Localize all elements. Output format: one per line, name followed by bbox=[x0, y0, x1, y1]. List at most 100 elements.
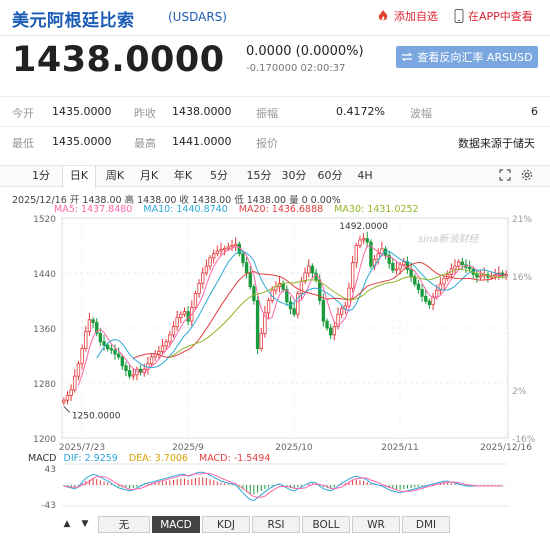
tab-5min[interactable]: 5分 bbox=[210, 169, 228, 182]
reverse-rate-button[interactable]: 查看反向汇率 ARSUSD bbox=[396, 46, 538, 68]
candle-body bbox=[398, 264, 402, 270]
candle-body bbox=[255, 300, 260, 350]
indicator-kdj[interactable]: KDJ bbox=[202, 516, 250, 533]
candle-body bbox=[76, 363, 81, 377]
candle-body bbox=[369, 241, 373, 267]
candle-body bbox=[402, 261, 406, 266]
candle-body bbox=[131, 374, 135, 377]
tab-weekly-k[interactable]: 周K bbox=[105, 169, 125, 182]
candle-body bbox=[201, 272, 205, 284]
nav-down-icon[interactable]: ▼ bbox=[81, 519, 89, 529]
wave-value: 6 bbox=[531, 105, 538, 118]
candle-body bbox=[186, 311, 190, 322]
candle-body bbox=[91, 319, 95, 323]
x-tick-label: 2025/10 bbox=[275, 443, 313, 453]
y-tick-label: 1440 bbox=[33, 270, 56, 280]
candle-body bbox=[233, 243, 238, 246]
ma5-value: MA5: 1437.8480 bbox=[54, 204, 133, 215]
macd-dea: DEA: 3.7006 bbox=[128, 453, 188, 464]
candle-body bbox=[219, 249, 223, 252]
candle-body bbox=[116, 353, 121, 358]
candle-body bbox=[347, 287, 351, 307]
tab-yearly-k[interactable]: 年K bbox=[173, 169, 193, 182]
view-in-app-button[interactable]: 在APP中查看 bbox=[454, 8, 533, 24]
indicator-none[interactable]: 无 bbox=[98, 516, 150, 533]
candle-body bbox=[354, 245, 358, 264]
candle-body bbox=[252, 286, 256, 301]
y-tick-label: 1520 bbox=[33, 215, 56, 225]
candle-body bbox=[175, 317, 179, 328]
candle-body bbox=[73, 375, 77, 391]
candle-body bbox=[223, 247, 227, 251]
candle-body bbox=[394, 268, 399, 271]
candle-body bbox=[307, 265, 311, 274]
indicator-rsi[interactable]: RSI bbox=[252, 516, 300, 533]
candle-body bbox=[420, 289, 424, 297]
candle-body bbox=[98, 333, 103, 343]
candle-body bbox=[336, 313, 340, 328]
candle-body bbox=[95, 322, 99, 334]
candle-body bbox=[435, 289, 439, 298]
candle-body bbox=[314, 272, 318, 281]
tab-30min[interactable]: 30分 bbox=[281, 169, 307, 182]
candle-body bbox=[87, 319, 92, 332]
kline-chart[interactable]: sina新浪财经 1520 1440 1360 1280 1200 21% 16% 2% -16… bbox=[0, 214, 550, 512]
indicator-boll[interactable]: BOLL bbox=[302, 516, 350, 533]
chart-grid bbox=[61, 217, 509, 439]
reverse-rate-label: 查看反向汇率 ARSUSD bbox=[417, 51, 533, 64]
candle-body bbox=[431, 296, 435, 306]
candle-body bbox=[424, 295, 428, 302]
tab-15min[interactable]: 15分 bbox=[246, 169, 272, 182]
candle-body bbox=[149, 356, 154, 365]
ma5-line bbox=[78, 245, 507, 386]
candle-body bbox=[478, 275, 483, 278]
candle-body bbox=[164, 341, 168, 347]
stats-table: 今开 1435.0000 昨收 1438.0000 振幅 0.4172% 波幅 … bbox=[0, 96, 550, 156]
indicator-dmi[interactable]: DMI bbox=[402, 516, 450, 533]
tab-4h[interactable]: 4H bbox=[357, 169, 373, 182]
page-header: 美元阿根廷比索 (USDARS) 添加自选 在APP中查看 bbox=[0, 0, 550, 36]
open-value: 1435.0000 bbox=[52, 105, 112, 118]
swap-icon bbox=[401, 52, 413, 62]
price-change: 0.0000 (0.0000%) bbox=[246, 44, 364, 59]
ma30-line bbox=[169, 269, 507, 358]
tab-60min[interactable]: 60分 bbox=[317, 169, 343, 182]
candle-body bbox=[460, 261, 464, 266]
candle-body bbox=[387, 254, 391, 264]
settings-icon[interactable] bbox=[520, 169, 534, 183]
candle-body bbox=[84, 331, 88, 350]
candle-body bbox=[427, 300, 432, 306]
macd-pane: 43 -43 bbox=[41, 463, 508, 511]
indicator-macd[interactable]: MACD bbox=[152, 516, 200, 533]
amplitude-value: 0.4172% bbox=[336, 105, 385, 118]
prev-close-label: 昨收 bbox=[134, 107, 156, 120]
high-value: 1441.0000 bbox=[172, 135, 232, 148]
prev-close-value: 1438.0000 bbox=[172, 105, 232, 118]
ma-lines bbox=[78, 245, 507, 386]
nav-up-icon[interactable]: ▲ bbox=[63, 519, 71, 529]
tab-daily-k[interactable]: 日K bbox=[62, 166, 96, 188]
add-watchlist-button[interactable]: 添加自选 bbox=[376, 8, 438, 24]
candle-body bbox=[248, 272, 252, 288]
candle-body bbox=[157, 350, 161, 355]
candle-body bbox=[65, 394, 70, 401]
indicator-wr[interactable]: WR bbox=[352, 516, 400, 533]
candle-body bbox=[179, 313, 183, 319]
price-subline: -0.170000 02:00:37 bbox=[246, 63, 346, 74]
wave-label: 波幅 bbox=[410, 107, 432, 120]
tab-monthly-k[interactable]: 月K bbox=[139, 169, 159, 182]
candle-body bbox=[325, 320, 329, 329]
candle-body bbox=[208, 257, 212, 267]
candle-body bbox=[292, 308, 296, 315]
ma10-value: MA10: 1440.8740 bbox=[143, 204, 228, 215]
ma-legend: MA5: 1437.8480 MA10: 1440.8740 MA20: 143… bbox=[54, 204, 427, 215]
ma30-value: MA30: 1431.0252 bbox=[334, 204, 419, 215]
candlestick-series bbox=[62, 231, 508, 405]
candle-body bbox=[263, 312, 267, 334]
data-source: 数据来源于储天 bbox=[458, 137, 535, 150]
candle-body bbox=[321, 300, 326, 322]
fullscreen-icon[interactable] bbox=[498, 169, 512, 183]
candle-body bbox=[226, 246, 231, 249]
add-watchlist-label: 添加自选 bbox=[394, 10, 438, 23]
tab-1min[interactable]: 1分 bbox=[32, 169, 50, 182]
